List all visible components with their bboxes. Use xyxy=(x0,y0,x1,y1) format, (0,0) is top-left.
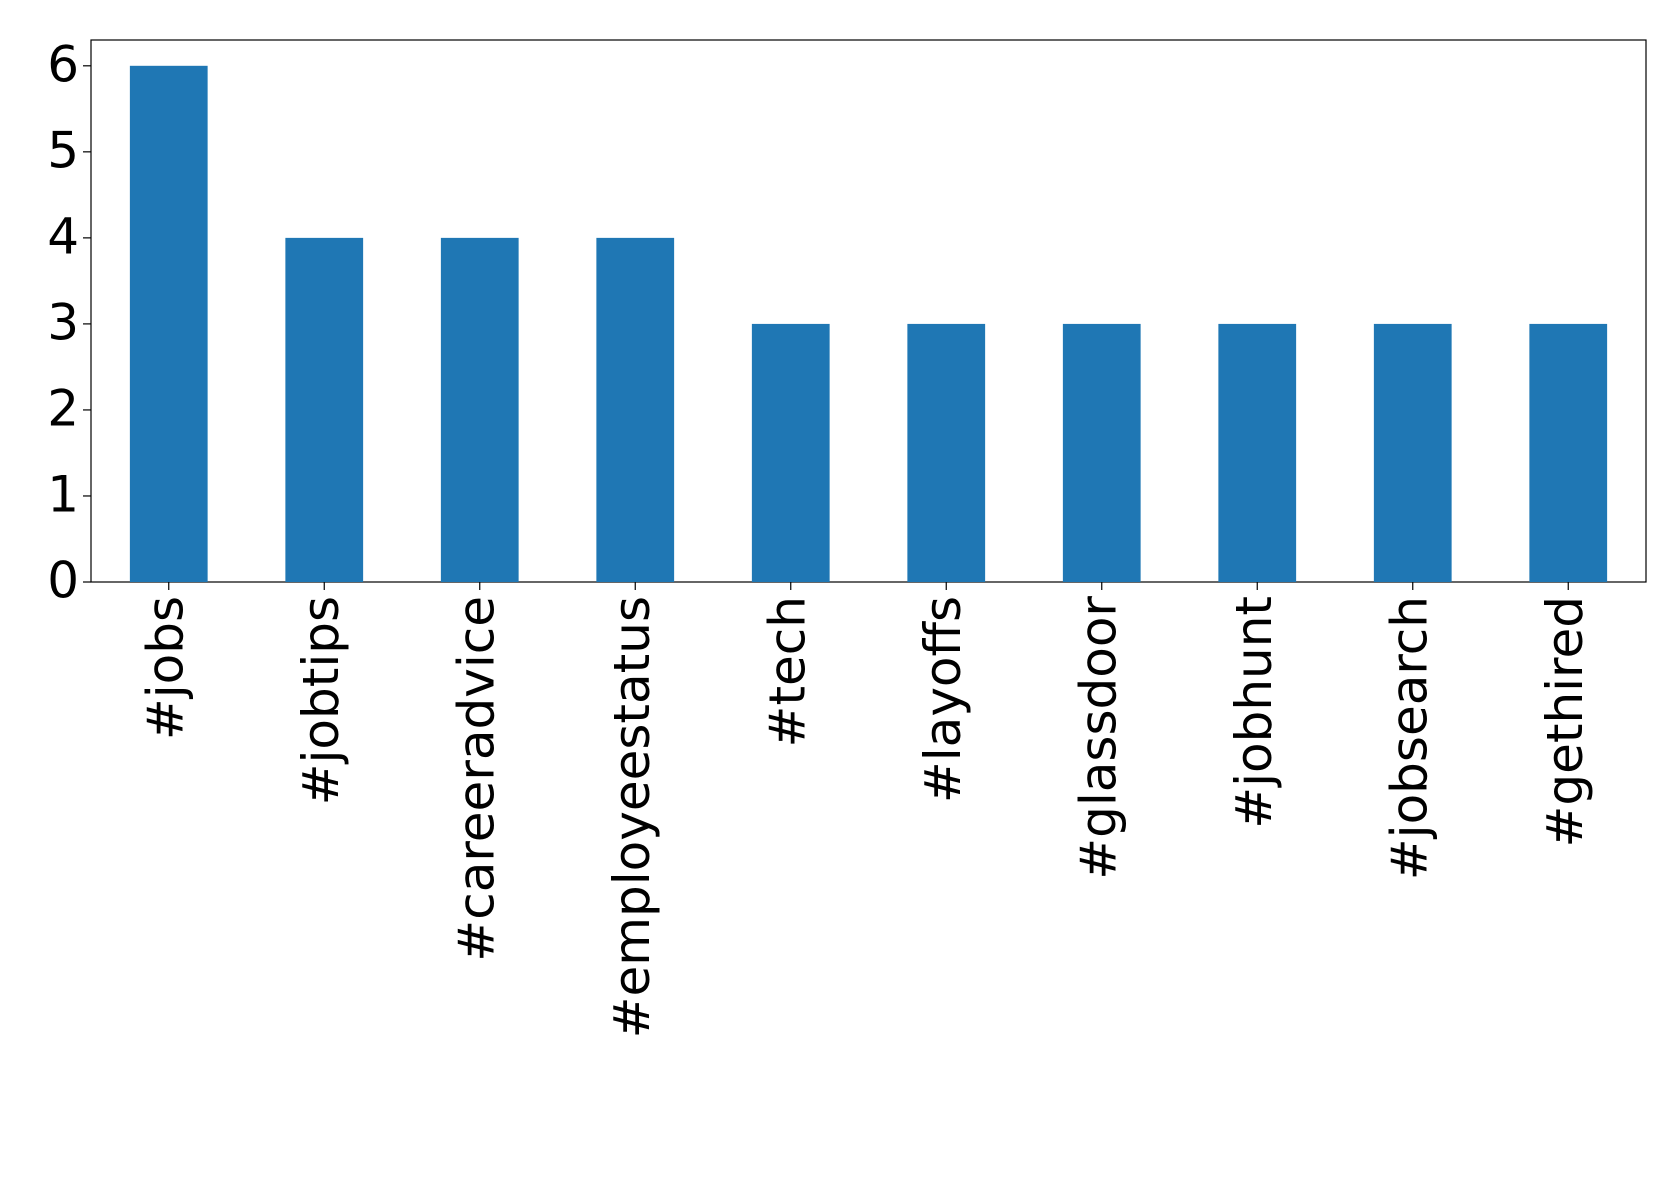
y-tick-label: 4 xyxy=(47,207,79,265)
bar xyxy=(1062,323,1141,582)
x-tick-label: #gethired xyxy=(1536,596,1594,848)
y-tick-label: 3 xyxy=(47,293,79,351)
bar xyxy=(907,323,986,582)
x-tick-label: #jobtips xyxy=(292,596,350,805)
x-tick-label: #jobsearch xyxy=(1380,596,1438,880)
bar xyxy=(440,237,519,582)
bar xyxy=(751,323,830,582)
x-tick-label: #careeradvice xyxy=(447,596,505,962)
bar xyxy=(285,237,364,582)
x-tick-label: #employeestatus xyxy=(603,596,661,1038)
bar xyxy=(1373,323,1452,582)
y-tick-label: 5 xyxy=(47,121,79,179)
bar xyxy=(129,65,208,583)
plot-frame xyxy=(90,39,1647,583)
x-tick-label: #jobhunt xyxy=(1225,596,1283,829)
x-tick-label: #jobs xyxy=(136,596,194,740)
y-tick-label: 6 xyxy=(47,35,79,93)
y-tick-label: 1 xyxy=(47,465,79,523)
y-tick-label: 0 xyxy=(47,552,79,610)
bar xyxy=(596,237,675,582)
x-tick-label: #layoffs xyxy=(914,596,972,803)
x-tick-label: #glassdoor xyxy=(1069,596,1127,880)
y-tick-label: 2 xyxy=(47,379,79,437)
bar xyxy=(1529,323,1608,582)
x-tick-label: #tech xyxy=(758,596,816,747)
bar xyxy=(1218,323,1297,582)
